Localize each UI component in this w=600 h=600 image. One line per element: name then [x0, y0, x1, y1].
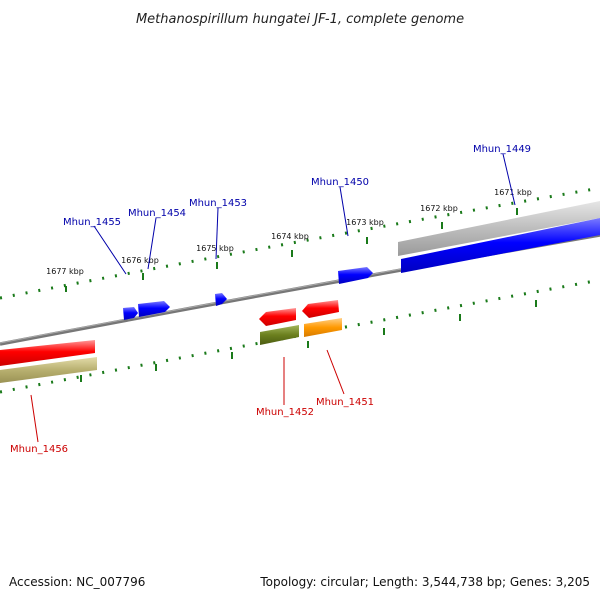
gene-mhun-1451-arrow[interactable]: [302, 300, 339, 318]
kbp-label-1672: 1672 kbp: [420, 204, 458, 213]
gene-label-mhun-1453[interactable]: Mhun_1453: [189, 198, 247, 209]
inner-major-ticks: [80, 300, 537, 382]
accession-text: Accession: NC_007796: [9, 575, 145, 589]
gene-mhun-1455-arrow[interactable]: [123, 307, 138, 320]
gene-mhun-1456-bar[interactable]: [0, 340, 95, 366]
kbp-label-1677: 1677 kbp: [46, 267, 84, 276]
gene-mhun-1454-arrow[interactable]: [138, 301, 170, 317]
genome-summary-text: Topology: circular; Length: 3,544,738 bp…: [259, 575, 590, 589]
label-leader-lines: [30, 153, 516, 443]
inner-tick-ruler: [0, 278, 600, 394]
kbp-label-1673: 1673 kbp: [346, 218, 384, 227]
dark-olive-feature: [260, 325, 299, 345]
gray-feature-right: [398, 201, 600, 256]
gene-label-mhun-1452[interactable]: Mhun_1452: [256, 407, 314, 418]
gene-label-mhun-1455[interactable]: Mhun_1455: [63, 217, 121, 228]
gene-label-mhun-1449[interactable]: Mhun_1449: [473, 144, 531, 155]
kbp-label-1671: 1671 kbp: [494, 188, 532, 197]
gene-mhun-1453-arrow[interactable]: [215, 293, 227, 306]
kbp-label-1675: 1675 kbp: [196, 244, 234, 253]
outer-major-ticks: [65, 208, 518, 292]
gene-mhun-1450-arrow[interactable]: [338, 267, 373, 284]
gene-label-mhun-1451[interactable]: Mhun_1451: [316, 397, 374, 408]
gene-label-mhun-1450[interactable]: Mhun_1450: [311, 177, 369, 188]
kbp-label-1676: 1676 kbp: [121, 256, 159, 265]
gene-mhun-1449-bar[interactable]: [401, 218, 600, 273]
kbp-label-1674: 1674 kbp: [271, 232, 309, 241]
gene-label-mhun-1456[interactable]: Mhun_1456: [10, 444, 68, 455]
olive-feature-left: [0, 357, 97, 383]
orange-feature: [304, 318, 342, 337]
gene-label-mhun-1454[interactable]: Mhun_1454: [128, 208, 186, 219]
gene-mhun-1452-arrow[interactable]: [259, 308, 296, 326]
map-title: Methanospirillum hungatei JF-1, complete…: [136, 12, 464, 27]
